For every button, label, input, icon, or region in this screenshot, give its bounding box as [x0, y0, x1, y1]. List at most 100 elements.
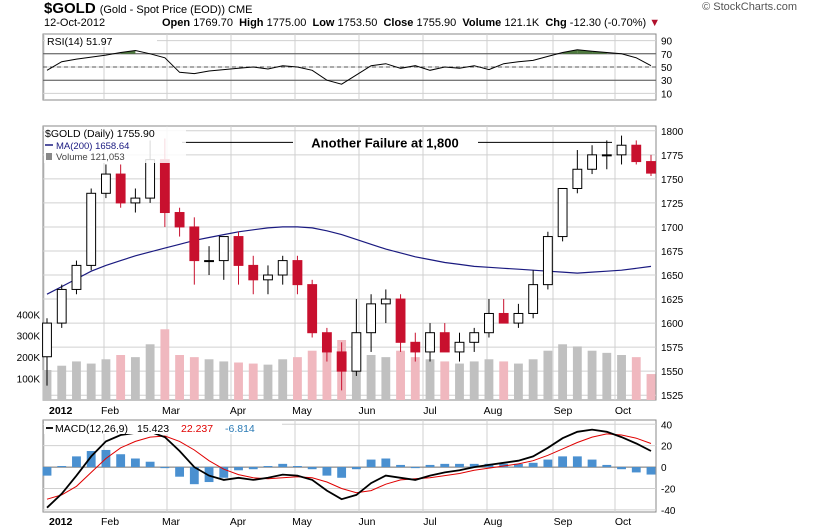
- volume-bar: [617, 355, 626, 400]
- candle-body: [277, 260, 288, 276]
- macd-histogram-bar: [499, 463, 509, 468]
- price-tick-label: 1750: [661, 175, 684, 186]
- rsi-tick-label: 90: [661, 37, 673, 48]
- volume-bar: [484, 359, 494, 400]
- price-tick-label: 1675: [661, 247, 684, 258]
- volume-bar: [278, 359, 288, 400]
- macd-histogram-bar: [425, 464, 435, 468]
- price-tick-label: 1775: [661, 151, 684, 162]
- price-tick-label: 1550: [661, 367, 684, 378]
- macd-legend-value: 15.423: [137, 423, 169, 435]
- price-panel: 1525 1550 1575 1600 1625 1650 1675 1700 1725 1750…: [17, 125, 684, 417]
- volume-bar: [602, 352, 612, 400]
- volume-bar: [396, 350, 405, 400]
- volume-bar: [528, 359, 538, 400]
- candle-body: [601, 154, 612, 157]
- macd-histogram-bar: [572, 456, 582, 468]
- candle-body: [321, 332, 332, 353]
- volume-bar: [175, 355, 185, 400]
- candle-body: [498, 312, 509, 324]
- candle-body: [439, 332, 450, 353]
- macd-histogram-bar: [234, 467, 243, 471]
- price-x-label: May: [292, 405, 313, 417]
- rsi-line: [46, 49, 652, 85]
- volume-bar: [513, 363, 523, 400]
- price-x-label: Sep: [554, 405, 573, 417]
- price-legend: $GOLD (Daily) 1755.90: [45, 128, 155, 140]
- candle-body: [366, 303, 377, 334]
- volume-bar: [116, 355, 126, 400]
- symbol-label: $GOLD: [44, 0, 96, 17]
- macd-x-label: Apr: [230, 516, 247, 528]
- volume-bar: [101, 359, 111, 400]
- macd-histogram-bar: [587, 459, 597, 468]
- macd-histogram-bar: [160, 467, 170, 469]
- open-label: Open: [162, 17, 191, 29]
- price-x-label: Jul: [423, 405, 436, 417]
- volume-bar: [293, 357, 302, 400]
- macd-tick-label: -40: [661, 506, 676, 517]
- candle-body: [454, 341, 465, 353]
- volume-tick-label: 100K: [17, 375, 41, 386]
- volume-bar: [322, 346, 332, 400]
- macd-histogram-bar: [175, 467, 185, 477]
- candle-body: [174, 212, 185, 228]
- price-x-label: Jun: [359, 405, 376, 417]
- macd-x-label: 2012: [49, 516, 73, 528]
- macd-x-label: Jun: [359, 516, 376, 528]
- volume-bar: [263, 364, 273, 400]
- macd-histogram-bar: [307, 467, 317, 470]
- volume-bar: [86, 363, 96, 400]
- macd-histogram-bar: [617, 467, 626, 470]
- macd-histogram-bar: [440, 463, 450, 468]
- rsi-tick-label: 70: [661, 50, 673, 61]
- volume-bar: [204, 359, 214, 400]
- candle-body: [71, 264, 82, 290]
- copyright-label: © StockCharts.com: [702, 1, 797, 13]
- volume-bar: [440, 361, 450, 400]
- candle-body: [307, 284, 318, 334]
- macd-histogram-bar: [337, 467, 347, 478]
- candle-body: [587, 154, 597, 170]
- candle-body: [218, 236, 229, 262]
- price-tick-label: 1625: [661, 295, 684, 306]
- high-value: 1775.00: [266, 17, 307, 29]
- chg-down-arrow-icon: ▼: [649, 17, 661, 29]
- macd-histogram-bar: [57, 466, 67, 468]
- candle-body: [292, 260, 303, 286]
- candle-body: [248, 264, 259, 281]
- macd-histogram-bar: [558, 456, 568, 468]
- macd-x-label: Mar: [162, 516, 181, 528]
- volume-bar: [646, 374, 656, 400]
- candle-body: [204, 260, 214, 263]
- panel-frame: [42, 125, 657, 401]
- candle-body: [86, 192, 97, 266]
- chg-value: -12.30 (-0.70%): [569, 17, 647, 29]
- ohlc-summary: Open 1769.70 High 1775.00 Low 1753.50 Cl…: [162, 17, 660, 29]
- macd-tick-label: 40: [661, 420, 673, 431]
- candle-body: [542, 236, 553, 286]
- candle-body: [646, 161, 656, 174]
- macd-histogram-bar: [86, 451, 96, 468]
- price-tick-label: 1650: [661, 271, 684, 282]
- macd-histogram-bar: [528, 462, 538, 468]
- candle-body: [410, 341, 421, 353]
- volume-label: Volume: [462, 17, 502, 29]
- volume-tick-label: 200K: [17, 353, 41, 364]
- volume-bar: [366, 355, 376, 400]
- candle-body: [263, 274, 273, 281]
- macd-tick-label: 20: [661, 442, 673, 453]
- volume-bar: [72, 361, 81, 400]
- volume-bar: [145, 344, 155, 400]
- macd-legend-label: MACD(12,26,9): [55, 423, 128, 435]
- candle-body: [101, 173, 111, 194]
- candle-body: [557, 187, 568, 238]
- low-value: 1753.50: [337, 17, 378, 29]
- candle-body: [351, 332, 362, 372]
- candle-body: [631, 144, 642, 163]
- close-label: Close: [383, 17, 414, 29]
- price-tick-label: 1600: [661, 319, 684, 330]
- macd-histogram-bar: [631, 467, 641, 473]
- price-tick-label: 1800: [661, 127, 684, 138]
- candle-body: [484, 312, 494, 334]
